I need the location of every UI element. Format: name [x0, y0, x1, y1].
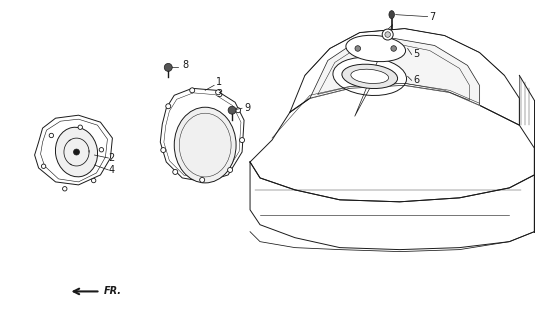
Circle shape [173, 170, 178, 174]
Circle shape [216, 90, 221, 95]
Circle shape [63, 187, 67, 191]
Ellipse shape [55, 127, 98, 177]
Ellipse shape [333, 57, 407, 95]
Circle shape [391, 46, 396, 51]
Ellipse shape [174, 107, 236, 183]
Text: 3: 3 [216, 89, 222, 99]
Text: 4: 4 [108, 165, 114, 175]
Ellipse shape [351, 69, 389, 84]
Circle shape [190, 88, 195, 93]
Circle shape [228, 106, 236, 114]
Circle shape [78, 125, 83, 129]
Circle shape [166, 104, 171, 109]
Circle shape [228, 167, 233, 172]
Circle shape [200, 177, 205, 182]
Text: FR.: FR. [104, 286, 121, 296]
Text: 9: 9 [244, 103, 250, 113]
Circle shape [382, 29, 393, 40]
Text: 2: 2 [108, 153, 115, 163]
Text: 5: 5 [413, 50, 420, 60]
Circle shape [164, 63, 172, 71]
Circle shape [355, 46, 360, 51]
PathPatch shape [34, 115, 112, 185]
Ellipse shape [342, 64, 397, 89]
Circle shape [161, 148, 166, 153]
Circle shape [49, 133, 54, 138]
Text: 7: 7 [430, 12, 436, 22]
Polygon shape [250, 85, 534, 202]
Circle shape [91, 178, 96, 183]
Circle shape [99, 148, 104, 152]
Text: 1: 1 [216, 77, 222, 87]
Text: 8: 8 [182, 60, 188, 70]
Circle shape [385, 32, 390, 37]
Circle shape [41, 164, 46, 168]
Polygon shape [290, 28, 519, 125]
Circle shape [74, 149, 79, 155]
Circle shape [236, 108, 241, 113]
Circle shape [240, 138, 244, 143]
Text: 6: 6 [413, 75, 420, 85]
Polygon shape [250, 162, 534, 250]
Ellipse shape [346, 35, 405, 62]
Ellipse shape [389, 11, 394, 19]
PathPatch shape [160, 88, 244, 182]
Polygon shape [310, 38, 480, 105]
